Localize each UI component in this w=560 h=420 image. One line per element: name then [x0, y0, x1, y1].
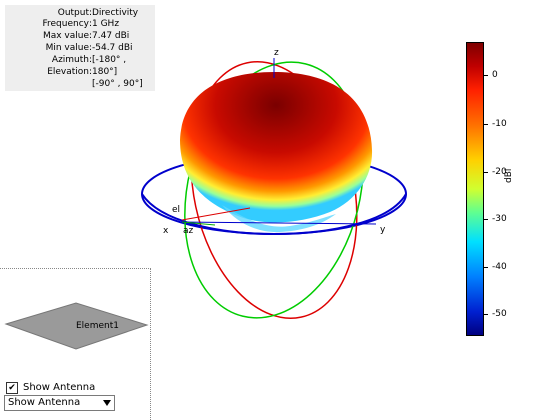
info-row-elevation: Elevation:180°]: [5, 67, 155, 78]
info-panel: Output: Directivity Frequency:1 GHz Max v…: [5, 5, 155, 91]
info-row-output: Output: Directivity: [5, 8, 155, 19]
colorbar-tick: [484, 219, 488, 220]
antenna-view-panel: [0, 268, 151, 420]
info-value: [-180° ,: [92, 55, 127, 65]
info-row-elevation-range: [-90° , 90°]: [5, 79, 155, 90]
colorbar-tick: [484, 172, 488, 173]
colorbar-label: 0: [492, 70, 498, 80]
colorbar-label: -10: [492, 119, 507, 129]
checkbox-label: Show Antenna: [23, 382, 96, 393]
info-sep: :: [89, 31, 93, 41]
colorbar-label: -30: [492, 214, 507, 224]
colorbar-tick: [484, 124, 488, 125]
info-value: 7.47 dBi: [92, 31, 130, 41]
info-value: 1 GHz: [92, 19, 120, 29]
colorbar-tick: [484, 314, 488, 315]
info-key: Max value: [42, 31, 89, 41]
checkbox-box[interactable]: ✔: [6, 381, 18, 394]
info-value: [-90° , 90°]: [92, 79, 143, 89]
y-axis-line: [177, 221, 377, 225]
info-sep: :: [89, 55, 93, 65]
colorbar-label: -50: [492, 309, 507, 319]
info-value: -54.7 dBi: [92, 43, 133, 53]
lobe-underside: [222, 205, 336, 233]
antenna-element-label: Element1: [76, 321, 119, 331]
origin-green-line: [181, 221, 216, 226]
az-label: az: [183, 226, 194, 236]
info-sep: :: [89, 67, 93, 77]
y-axis-label: y: [380, 225, 386, 235]
show-antenna-checkbox[interactable]: ✔ Show Antenna: [6, 381, 95, 394]
el-label: el: [172, 205, 180, 215]
dropdown-value: Show Antenna: [8, 397, 81, 408]
x-axis-label: x: [163, 226, 169, 236]
colorbar-unit: dBi: [504, 168, 514, 183]
info-row-frequency: Frequency:1 GHz: [5, 19, 155, 30]
info-key: Frequency: [42, 19, 90, 29]
antenna-element[interactable]: [4, 302, 149, 350]
info-value: Directivity: [92, 8, 139, 18]
chevron-down-icon[interactable]: [103, 400, 111, 406]
z-axis-label: z: [274, 48, 279, 58]
radiation-lobe: [180, 72, 373, 223]
info-key: Azimuth: [51, 55, 89, 65]
info-value: 180°]: [92, 67, 118, 77]
info-row-min: Min value: -54.7 dBi: [5, 43, 155, 54]
colorbar: [466, 42, 484, 336]
colorbar-tick: [484, 267, 488, 268]
colorbar-label: -20: [492, 167, 507, 177]
origin-red-line: [181, 207, 251, 221]
info-row-azimuth: Azimuth: [-180° ,: [5, 55, 155, 66]
colorbar-tick: [484, 75, 488, 76]
info-key: Elevation: [47, 67, 89, 77]
info-row-max: Max value:7.47 dBi: [5, 31, 155, 42]
show-antenna-dropdown[interactable]: Show Antenna: [4, 395, 115, 411]
info-sep: :: [89, 19, 93, 29]
azimuth-circle-front: [141, 193, 407, 236]
colorbar-label: -40: [492, 262, 507, 272]
info-key: Min value: [45, 43, 89, 53]
info-key: Output: [57, 8, 89, 18]
info-sep: :: [89, 43, 93, 53]
info-sep: :: [89, 8, 93, 18]
